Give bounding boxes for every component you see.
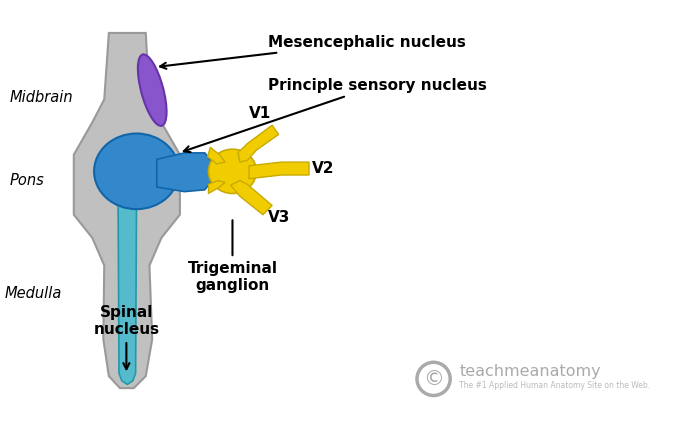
Text: ©: ©	[423, 369, 444, 389]
Text: Spinal
nucleus: Spinal nucleus	[93, 305, 160, 369]
Text: teachmeanatomy: teachmeanatomy	[460, 364, 601, 379]
Text: Midbrain: Midbrain	[9, 90, 73, 105]
Polygon shape	[249, 162, 309, 179]
Text: The #1 Applied Human Anatomy Site on the Web.: The #1 Applied Human Anatomy Site on the…	[460, 381, 650, 390]
Polygon shape	[231, 181, 272, 215]
Text: Trigeminal
ganglion: Trigeminal ganglion	[187, 220, 277, 293]
Ellipse shape	[94, 133, 179, 209]
Ellipse shape	[208, 149, 256, 193]
Polygon shape	[208, 181, 225, 193]
Text: V3: V3	[268, 210, 290, 225]
Text: Pons: Pons	[9, 173, 44, 188]
Polygon shape	[238, 125, 279, 162]
Polygon shape	[157, 153, 214, 192]
Polygon shape	[74, 33, 180, 388]
Text: Principle sensory nucleus: Principle sensory nucleus	[184, 78, 487, 152]
Ellipse shape	[138, 54, 166, 126]
Polygon shape	[208, 147, 225, 164]
Polygon shape	[118, 199, 137, 384]
Text: V2: V2	[312, 161, 335, 176]
Text: Mesencephalic nucleus: Mesencephalic nucleus	[160, 35, 465, 69]
Text: Medulla: Medulla	[5, 286, 62, 300]
Text: V1: V1	[249, 106, 271, 121]
